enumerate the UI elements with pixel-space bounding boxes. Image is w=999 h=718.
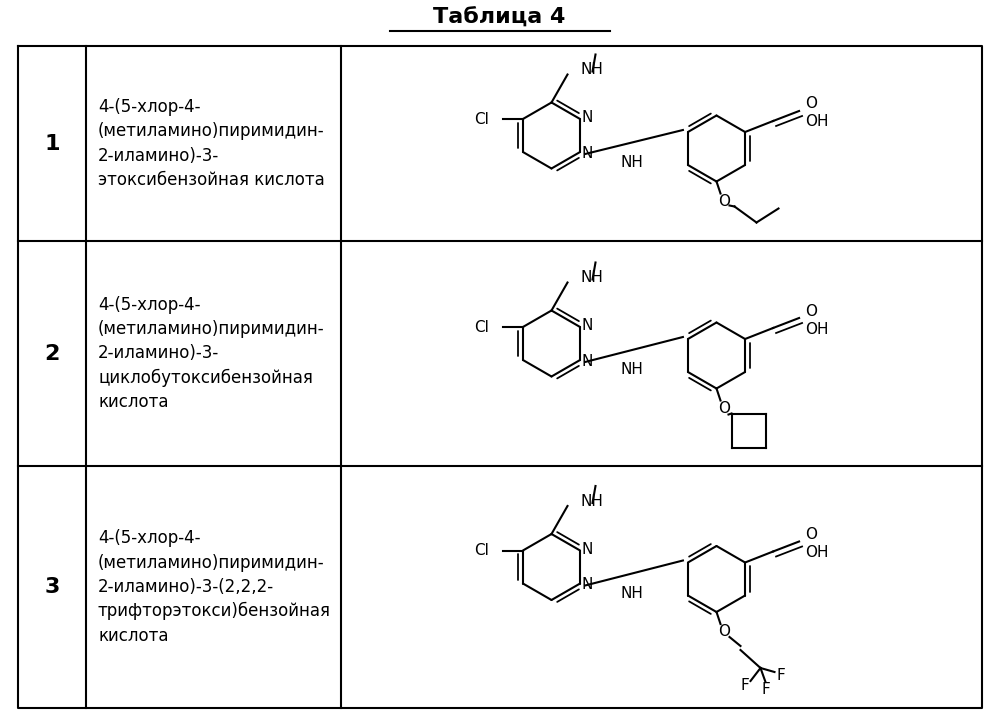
Text: 4-(5-хлор-4-
(метиламино)пиримидин-
2-иламино)-3-
циклобутоксибензойная
кислота: 4-(5-хлор-4- (метиламино)пиримидин- 2-ил…: [98, 296, 325, 411]
Text: Cl: Cl: [475, 320, 489, 335]
Text: NH: NH: [620, 155, 643, 170]
Text: NH: NH: [620, 363, 643, 378]
Text: N: N: [581, 111, 592, 126]
Text: 1: 1: [44, 134, 60, 154]
Text: O: O: [718, 625, 730, 640]
Text: F: F: [776, 668, 785, 684]
Text: N: N: [581, 353, 592, 368]
Text: 3: 3: [44, 577, 60, 597]
Text: O: O: [805, 527, 817, 542]
Text: NH: NH: [580, 493, 603, 508]
Text: F: F: [761, 683, 770, 697]
Text: 2: 2: [44, 343, 60, 363]
Text: O: O: [805, 304, 817, 319]
Text: OH: OH: [805, 322, 828, 337]
Text: OH: OH: [805, 114, 828, 129]
Text: O: O: [718, 401, 730, 416]
Text: NH: NH: [580, 62, 603, 77]
Text: N: N: [581, 542, 592, 557]
Text: N: N: [581, 319, 592, 333]
Text: F: F: [740, 679, 749, 694]
Text: O: O: [718, 194, 730, 209]
Text: NH: NH: [580, 270, 603, 285]
Text: Cl: Cl: [475, 111, 489, 126]
Text: N: N: [581, 577, 592, 592]
Text: O: O: [805, 96, 817, 111]
Text: NH: NH: [620, 586, 643, 601]
Text: Cl: Cl: [475, 543, 489, 558]
Text: N: N: [581, 146, 592, 161]
Text: 4-(5-хлор-4-
(метиламино)пиримидин-
2-иламино)-3-(2,2,2-
трифторэтокси)бензойная: 4-(5-хлор-4- (метиламино)пиримидин- 2-ил…: [98, 529, 331, 645]
Text: 4-(5-хлор-4-
(метиламино)пиримидин-
2-иламино)-3-
этоксибензойная кислота: 4-(5-хлор-4- (метиламино)пиримидин- 2-ил…: [98, 98, 325, 189]
Text: Таблица 4: Таблица 4: [433, 8, 565, 28]
Text: OH: OH: [805, 545, 828, 560]
